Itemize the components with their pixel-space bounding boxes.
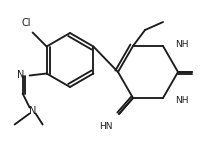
Text: N: N: [17, 69, 24, 80]
Text: NH: NH: [174, 97, 188, 105]
Text: NH₂: NH₂: [201, 67, 202, 76]
Text: NH: NH: [174, 39, 188, 49]
Text: Cl: Cl: [22, 19, 31, 28]
Text: N: N: [29, 106, 36, 116]
Text: HN: HN: [99, 122, 113, 131]
